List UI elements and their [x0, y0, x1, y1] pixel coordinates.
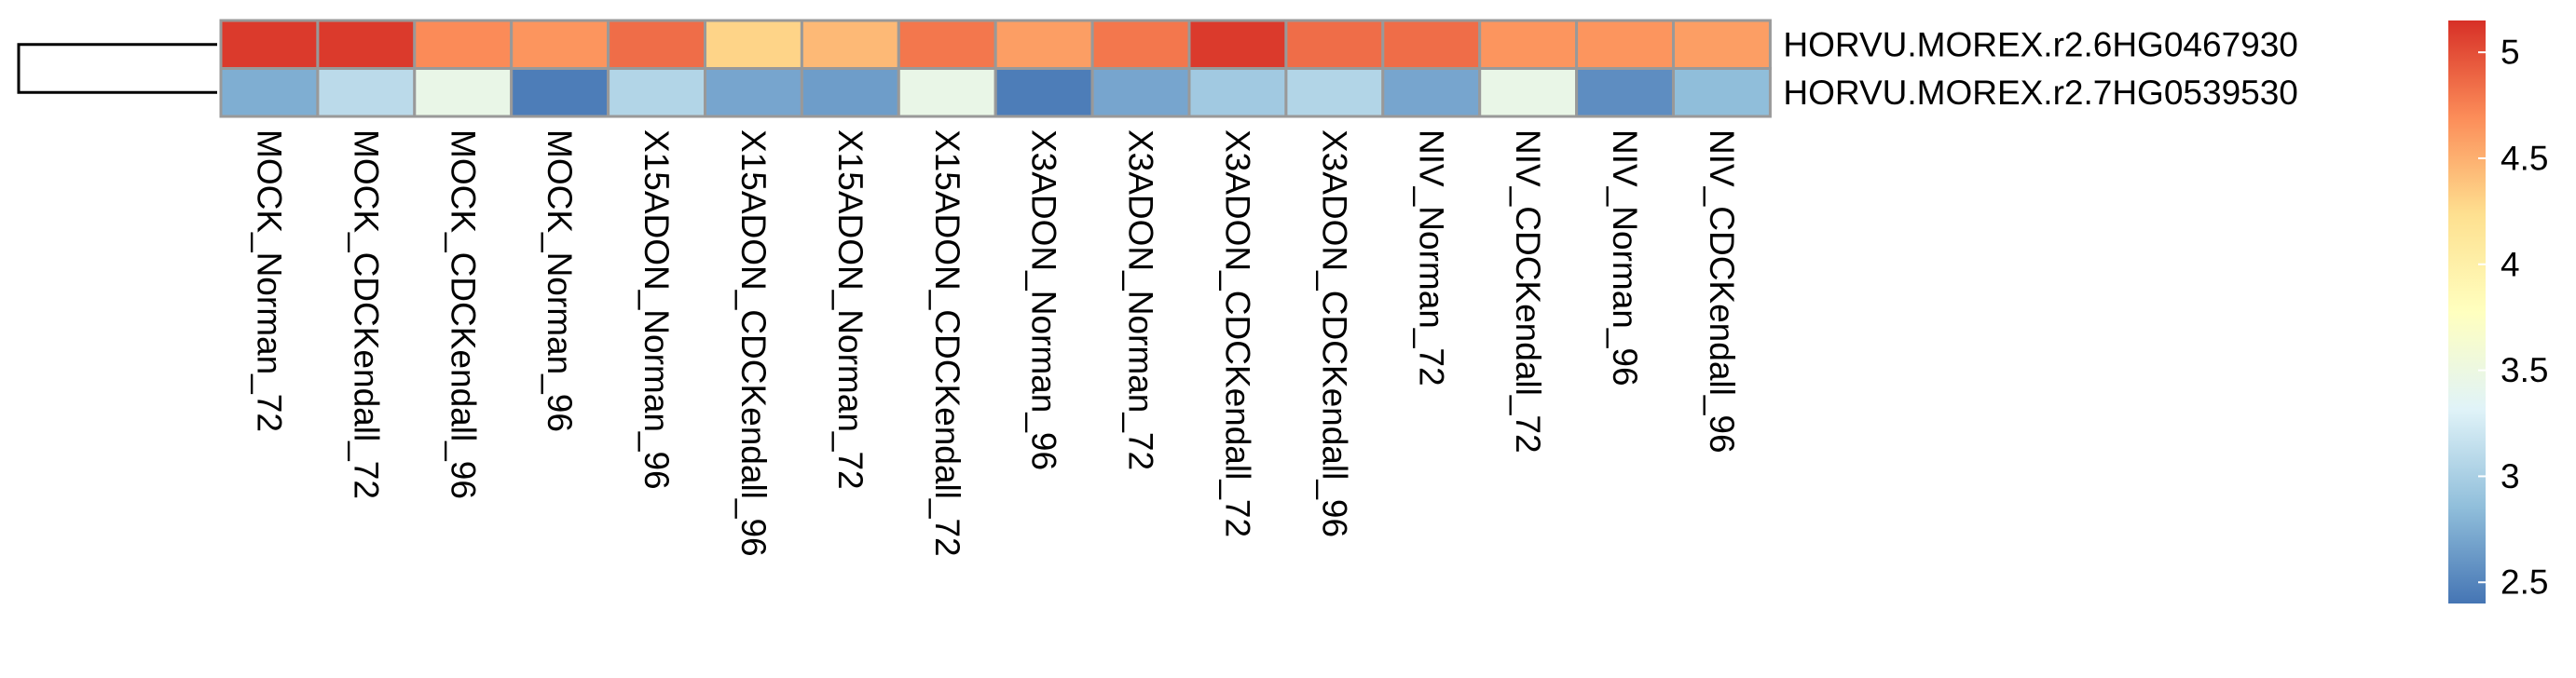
- column-label-niv-norman-72: NIV_Norman_72: [1412, 129, 1450, 386]
- heatmap-cell-r2-c14: [1478, 67, 1579, 118]
- legend-tick-label: 4.5: [2501, 139, 2548, 177]
- heatmap-cell-r1-c2: [316, 19, 417, 70]
- column-label-x3adon-cdckendall-96: X3ADON_CDCKendall_96: [1315, 129, 1353, 537]
- heatmap-cell-r1-c11: [1187, 19, 1288, 70]
- heatmap-cell-r1-c8: [897, 19, 997, 70]
- heatmap-cell-r2-c16: [1672, 67, 1772, 118]
- heatmap-cells: [219, 19, 1772, 118]
- heatmap-cell-r1-c5: [607, 19, 706, 70]
- legend-tick-label: 5: [2501, 34, 2520, 72]
- legend-color-bar: [2448, 20, 2486, 603]
- column-label-mock-norman-96: MOCK_Norman_96: [541, 129, 579, 432]
- heatmap-cell-r1-c4: [510, 19, 610, 70]
- color-legend: 2.5 3 3.5 4 4.5 5: [2448, 20, 2548, 603]
- heatmap-cell-r2-c15: [1575, 67, 1675, 118]
- heatmap-cell-r1-c16: [1672, 19, 1772, 70]
- heatmap-cell-r1-c1: [219, 19, 320, 70]
- heatmap-cell-r1-c6: [704, 19, 803, 70]
- heatmap-cell-r1-c12: [1284, 19, 1385, 70]
- heatmap-cell-r2-c2: [316, 67, 417, 118]
- row-label-horvu-morex-r2-6hg0467930: HORVU.MOREX.r2.6HG0467930: [1783, 25, 2297, 63]
- legend-tick-label: 3.5: [2501, 351, 2548, 389]
- column-label-niv-cdckendall-72: NIV_CDCKendall_72: [1509, 129, 1547, 454]
- heatmap-cell-r2-c1: [219, 67, 320, 118]
- column-label-x3adon-cdckendall-72: X3ADON_CDCKendall_72: [1218, 129, 1256, 537]
- heatmap-cell-r2-c13: [1381, 67, 1482, 118]
- row-dendrogram: [17, 43, 217, 94]
- heatmap-cell-r1-c7: [800, 19, 900, 70]
- heatmap-cell-r2-c10: [1090, 67, 1191, 118]
- heatmap-cell-r1-c10: [1090, 19, 1191, 70]
- heatmap-cell-r2-c12: [1284, 67, 1385, 118]
- column-labels: MOCK_Norman_72 MOCK_CDCKendall_72 MOCK_CDC…: [250, 129, 1741, 557]
- column-label-mock-cdckendall-96: MOCK_CDCKendall_96: [444, 129, 482, 499]
- heatmap-cell-r2-c7: [800, 67, 900, 118]
- heatmap-cell-r2-c9: [993, 67, 1094, 118]
- column-label-x15adon-cdckendall-72: X15ADON_CDCKendall_72: [928, 129, 966, 557]
- column-label-mock-norman-72: MOCK_Norman_72: [250, 129, 288, 432]
- column-label-niv-cdckendall-96: NIV_CDCKendall_96: [1703, 129, 1741, 454]
- heatmap-cell-r1-c14: [1478, 19, 1579, 70]
- heatmap-cell-r1-c13: [1381, 19, 1482, 70]
- column-label-x15adon-norman-72: X15ADON_Norman_72: [831, 129, 870, 490]
- row-label-horvu-morex-r2-7hg0539530: HORVU.MOREX.r2.7HG0539530: [1783, 74, 2297, 112]
- heatmap-cell-r2-c6: [704, 67, 803, 118]
- legend-tick-label: 4: [2501, 245, 2520, 283]
- heatmap-cell-r2-c5: [607, 67, 706, 118]
- column-label-x3adon-norman-96: X3ADON_Norman_96: [1025, 129, 1063, 470]
- heatmap-cell-r2-c3: [413, 67, 514, 118]
- column-label-mock-cdckendall-72: MOCK_CDCKendall_72: [347, 129, 385, 499]
- heatmap-cell-r2-c8: [897, 67, 997, 118]
- dendrogram-branch: [17, 43, 217, 94]
- heatmap-cell-r1-c3: [413, 19, 514, 70]
- heatmap-cell-r2-c11: [1187, 67, 1288, 118]
- heatmap-cell-r2-c4: [510, 67, 610, 118]
- column-label-x15adon-norman-96: X15ADON_Norman_96: [637, 129, 676, 490]
- heatmap-cell-r1-c15: [1575, 19, 1675, 70]
- heatmap-cell-r1-c9: [993, 19, 1094, 70]
- column-label-niv-norman-96: NIV_Norman_96: [1606, 129, 1644, 386]
- column-label-x15adon-cdckendall-96: X15ADON_CDCKendall_96: [734, 129, 773, 557]
- legend-tick-label: 3: [2501, 457, 2520, 495]
- column-label-x3adon-norman-72: X3ADON_Norman_72: [1122, 129, 1160, 470]
- row-labels: HORVU.MOREX.r2.6HG0467930 HORVU.MOREX.r2.…: [1783, 25, 2297, 112]
- legend-tick-label: 2.5: [2501, 563, 2548, 602]
- legend-ticks: 2.5 3 3.5 4 4.5 5: [2478, 34, 2548, 602]
